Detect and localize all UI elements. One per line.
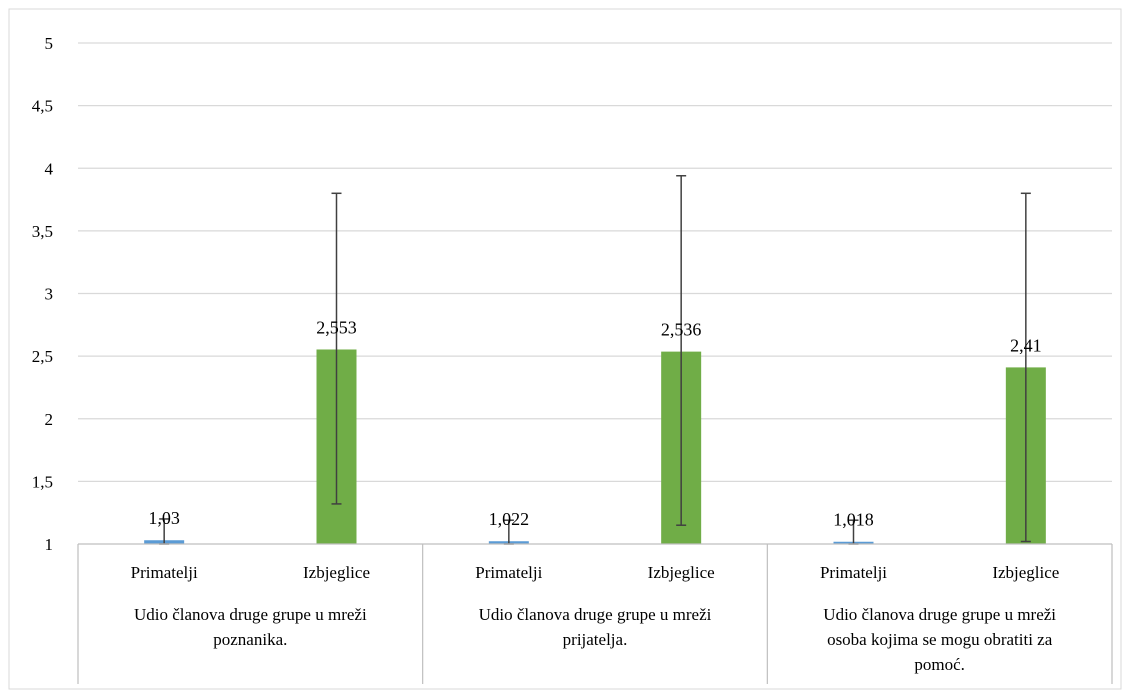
y-tick-label: 5 — [45, 34, 54, 53]
x-group-label: Udio članova druge grupe u mreži — [479, 605, 712, 624]
y-tick-label: 4 — [45, 159, 54, 178]
y-tick-label: 3,5 — [32, 222, 53, 241]
gridlines — [78, 42, 1112, 482]
data-labels: 1,03 2,553 1,022 2,536 1,018 2,41 — [148, 317, 1041, 529]
x-group-label: poznanika. — [213, 630, 287, 649]
data-label: 2,553 — [316, 317, 357, 337]
x-group-label: osoba kojima se mogu obratiti za — [827, 630, 1053, 649]
y-tick-label: 4,5 — [32, 97, 53, 116]
x-group-label: Udio članova druge grupe u mreži — [823, 605, 1056, 624]
data-label: 1,018 — [833, 510, 874, 530]
data-label: 1,022 — [489, 509, 530, 529]
y-tick-label: 3 — [45, 285, 54, 304]
data-label: 1,03 — [148, 508, 180, 528]
data-label: 2,41 — [1010, 335, 1042, 355]
error-bars — [159, 175, 1031, 545]
y-axis-tick-labels: 1 1,5 2 2,5 3 3,5 4 4,5 5 — [32, 34, 54, 554]
data-label: 2,536 — [661, 320, 702, 340]
y-tick-label: 2,5 — [32, 347, 53, 366]
x-axis: Primatelji Izbjeglice Udio članova druge g… — [77, 543, 1113, 684]
x-group-label: pomoć. — [914, 655, 965, 674]
x-category-label: Primatelji — [820, 563, 887, 582]
y-tick-label: 1 — [45, 535, 54, 554]
y-tick-label: 2 — [45, 410, 54, 429]
x-category-label: Primatelji — [475, 563, 542, 582]
x-group-label: Udio članova druge grupe u mreži — [134, 605, 367, 624]
x-category-label: Izbjeglice — [992, 563, 1059, 582]
x-group-label: prijatelja. — [563, 630, 628, 649]
x-category-label: Izbjeglice — [648, 563, 715, 582]
y-tick-label: 1,5 — [32, 472, 53, 491]
chart-border — [8, 8, 1122, 690]
x-category-label: Primatelji — [131, 563, 198, 582]
x-category-label: Izbjeglice — [303, 563, 370, 582]
